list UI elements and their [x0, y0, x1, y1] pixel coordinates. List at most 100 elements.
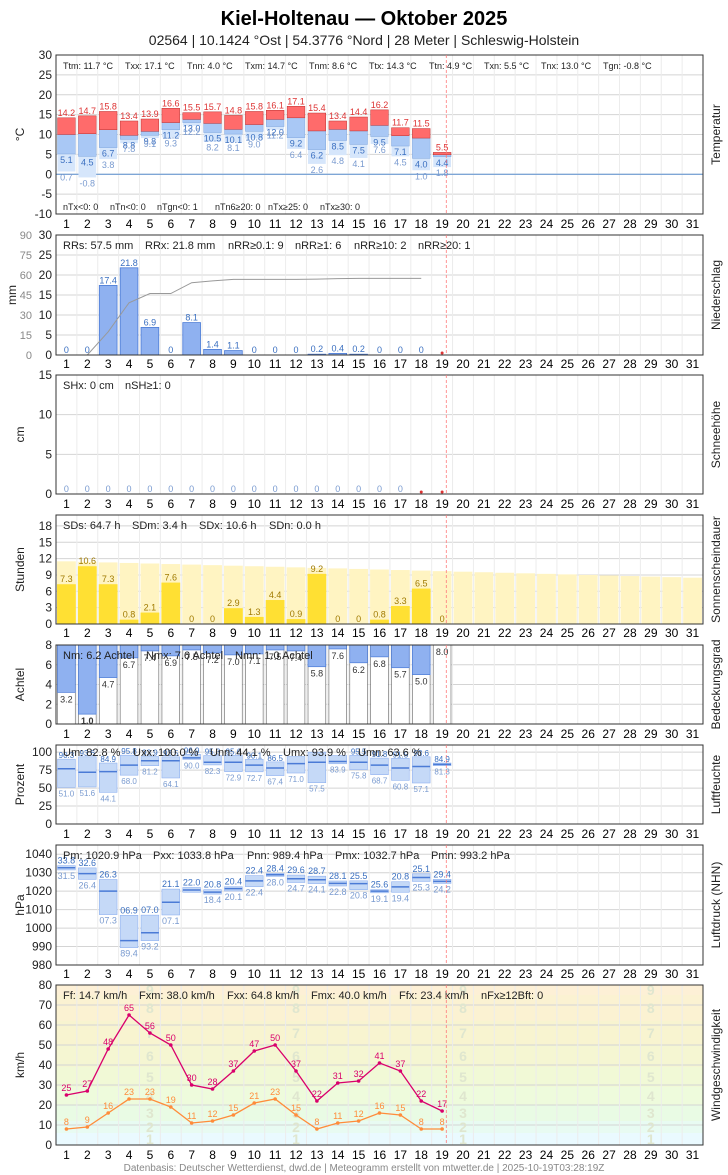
- panel-side-label: Windgeschwindigkeit: [709, 1008, 723, 1121]
- humidity-min-label: 72.9: [226, 774, 242, 783]
- x-tick-label: 30: [665, 967, 679, 981]
- x-tick-label: 31: [686, 967, 700, 981]
- wind-value-label: 37: [291, 1059, 301, 1069]
- wind-value-label: 23: [270, 1087, 280, 1097]
- stat-label: nTx<0: 0: [63, 202, 98, 212]
- y-tick-label: 1020: [25, 884, 52, 898]
- x-tick-label: 26: [582, 967, 596, 981]
- wind-value-label: 9: [85, 1115, 90, 1125]
- wind-point: [210, 1087, 215, 1091]
- tmax-label: 15.7: [204, 102, 222, 112]
- x-tick-label: 13: [310, 967, 324, 981]
- panel-frame: [55, 234, 704, 356]
- tmin-bar: [99, 129, 118, 148]
- pressure-range-bar: [349, 880, 368, 890]
- humidity-min-label: 83.9: [330, 766, 346, 775]
- possible-sun-bar: [537, 573, 556, 624]
- x-tick-label: 11: [269, 967, 282, 981]
- humidity-min-label: 81.3: [434, 768, 450, 777]
- precip-label: 0: [273, 345, 278, 355]
- x-tick-label: 6: [167, 827, 174, 841]
- beaufort-label: 5: [146, 1069, 154, 1085]
- wind-point: [148, 1097, 152, 1101]
- tground-label: 8.2: [206, 143, 219, 153]
- y-tick-label: 0: [45, 1138, 52, 1152]
- tmin-bar: [412, 137, 431, 159]
- snow-label: 0: [231, 484, 236, 494]
- sunshine-bar: [307, 573, 327, 624]
- beaufort-label: 9: [647, 982, 655, 998]
- possible-sun-bar: [328, 568, 348, 624]
- beaufort-label: 3: [647, 1105, 655, 1121]
- beaufort-label: 6: [292, 1048, 300, 1064]
- tmax-bar: [245, 111, 264, 125]
- pressure-min-label: 89.4: [120, 949, 138, 959]
- possible-sun-bar: [286, 567, 306, 624]
- wind-point: [335, 1121, 340, 1125]
- pressure-max-label: 25.5: [350, 871, 368, 881]
- panel-frame: [55, 374, 704, 495]
- x-tick-label: 1: [63, 626, 70, 640]
- page-title: Kiel-Holtenau — Oktober 2025: [221, 8, 508, 30]
- tmin-label: 12.0: [266, 128, 284, 138]
- x-tick-label: 4: [126, 827, 133, 841]
- snow-label: 0: [85, 484, 90, 494]
- pressure-max-label: 33.8: [58, 856, 76, 866]
- wind-value-label: 30: [187, 1073, 197, 1083]
- x-tick-label: 3: [105, 1148, 112, 1162]
- wind-value-label: 47: [249, 1039, 259, 1049]
- x-tick-label: 28: [623, 497, 637, 511]
- beaufort-label: 8: [459, 1000, 467, 1016]
- pressure-max-label: 07.0: [141, 905, 159, 915]
- x-tick-label: 19: [435, 497, 449, 511]
- beaufort-label: 5: [647, 1069, 655, 1085]
- x-tick-label: 30: [665, 497, 679, 511]
- y2-tick-label: 75: [20, 250, 32, 262]
- x-tick-label: 27: [602, 1148, 616, 1162]
- x-tick-label: 30: [665, 1148, 679, 1162]
- precip-label: 0: [85, 345, 90, 355]
- pressure-max-label: 06.9: [120, 905, 138, 915]
- wind-value-label: 48: [103, 1037, 113, 1047]
- wind-point: [127, 1097, 131, 1101]
- x-tick-label: 6: [167, 497, 174, 511]
- stat-label: Unn: 44.1 %: [210, 747, 271, 759]
- x-tick-label: 16: [373, 626, 387, 640]
- y-tick-label: 6: [45, 658, 52, 672]
- pressure-max-label: 32.6: [79, 858, 97, 868]
- x-tick-label: 3: [105, 967, 112, 981]
- x-tick-label: 15: [352, 357, 366, 371]
- x-tick-label: 18: [415, 626, 429, 640]
- panel-frame: [55, 644, 704, 725]
- pressure-max-label: 28.4: [266, 863, 284, 873]
- snow-label: 0: [189, 484, 194, 494]
- x-tick-label: 15: [352, 827, 366, 841]
- x-tick-label: 5: [147, 827, 154, 841]
- x-tick-label: 16: [373, 217, 387, 231]
- sunshine-label: 0.8: [373, 610, 386, 620]
- humidity-max-label: 90.3: [59, 751, 75, 760]
- wind-point: [273, 1043, 277, 1047]
- x-tick-label: 7: [188, 626, 195, 640]
- stat-label: nFx≥12Bft: 0: [481, 990, 543, 1002]
- x-tick-label: 17: [394, 967, 408, 981]
- pressure-max-label: 29.6: [287, 865, 305, 875]
- precip-label: 0: [64, 345, 69, 355]
- x-tick-label: 22: [498, 967, 512, 981]
- y2-tick-label: 90: [20, 230, 32, 242]
- x-tick-label: 7: [188, 217, 195, 231]
- humidity-max-label: 96.9: [184, 746, 200, 755]
- beaufort-label: 1: [647, 1131, 655, 1147]
- humidity-max-label: 84.9: [434, 755, 450, 764]
- panel-frame: [55, 54, 704, 215]
- x-tick-label: 13: [310, 727, 324, 741]
- x-tick-label: 13: [310, 827, 324, 841]
- wind-value-label: 65: [124, 1003, 134, 1013]
- precip-label: 0: [168, 345, 173, 355]
- possible-sun-bar: [140, 563, 160, 624]
- cloud-label: 4.7: [102, 680, 115, 690]
- x-tick-label: 29: [644, 1148, 658, 1162]
